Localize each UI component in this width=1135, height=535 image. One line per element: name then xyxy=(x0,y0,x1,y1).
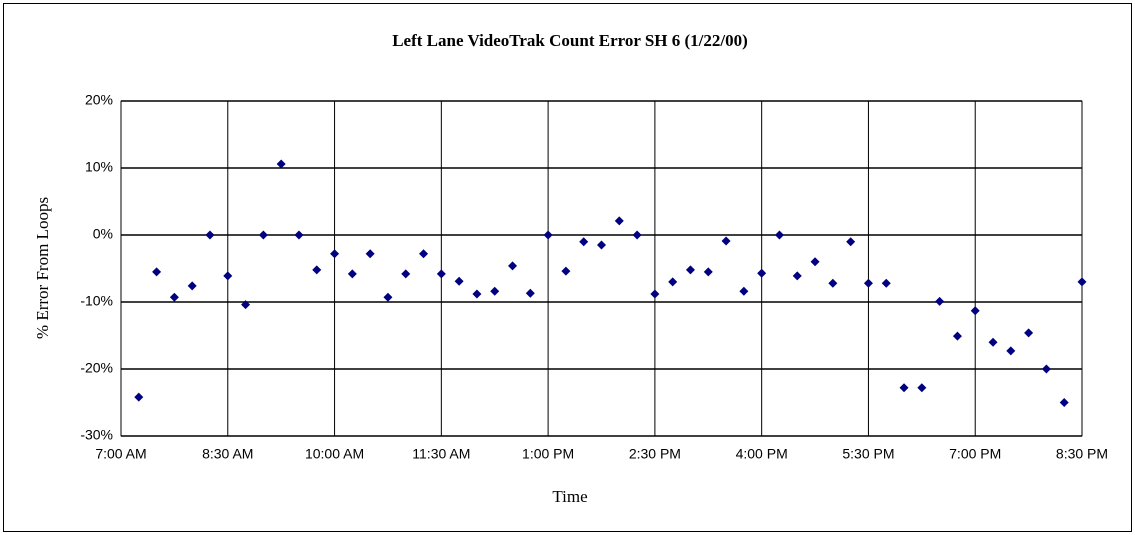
data-point xyxy=(419,249,429,259)
data-point xyxy=(490,286,500,296)
data-point xyxy=(454,276,464,286)
data-point xyxy=(703,267,713,277)
data-point xyxy=(1059,398,1069,407)
data-point xyxy=(472,289,482,299)
data-point xyxy=(365,249,375,259)
data-point xyxy=(383,292,393,302)
x-tick-label: 8:30 AM xyxy=(202,446,253,462)
data-point xyxy=(276,159,286,169)
data-point xyxy=(241,300,251,310)
data-point xyxy=(810,257,820,267)
data-point xyxy=(614,216,624,226)
data-point xyxy=(436,269,446,279)
y-tick-label: -30% xyxy=(80,427,113,443)
data-point xyxy=(508,261,518,271)
data-point xyxy=(294,230,304,240)
data-point xyxy=(792,271,802,281)
y-tick-label: -20% xyxy=(80,360,113,376)
x-tick-label: 10:00 AM xyxy=(305,446,364,462)
data-point xyxy=(668,277,678,287)
data-point xyxy=(1041,364,1051,374)
data-point xyxy=(935,296,945,306)
data-point xyxy=(828,278,838,288)
data-point xyxy=(685,265,695,275)
data-point xyxy=(632,230,642,240)
data-point xyxy=(330,249,340,259)
y-axis-label: % Error From Loops xyxy=(33,197,52,339)
x-tick-label: 5:30 PM xyxy=(842,446,894,462)
data-point xyxy=(169,292,179,302)
data-point xyxy=(134,392,144,402)
data-point xyxy=(650,289,660,299)
data-point xyxy=(774,230,784,240)
data-point xyxy=(721,236,731,246)
data-point xyxy=(543,230,553,240)
data-point xyxy=(187,281,197,291)
y-tick-label: 20% xyxy=(85,92,113,108)
data-point xyxy=(312,265,322,275)
data-point xyxy=(952,331,962,341)
x-tick-label: 2:30 PM xyxy=(629,446,681,462)
data-point xyxy=(258,230,268,240)
x-axis-label: Time xyxy=(552,487,587,506)
data-point xyxy=(561,266,571,276)
data-point xyxy=(846,237,856,247)
data-point xyxy=(1077,277,1087,287)
plot-area xyxy=(120,100,1083,437)
data-point xyxy=(1006,346,1016,356)
chart-title: Left Lane VideoTrak Count Error SH 6 (1/… xyxy=(392,31,748,50)
data-point xyxy=(347,269,357,279)
x-tick-label: 8:30 PM xyxy=(1056,446,1108,462)
y-tick-label: -10% xyxy=(80,293,113,309)
data-point xyxy=(223,271,233,281)
y-tick-label: 0% xyxy=(93,226,113,242)
data-point xyxy=(401,269,411,279)
data-point xyxy=(152,267,162,277)
data-point xyxy=(863,278,873,288)
data-point xyxy=(970,306,980,316)
x-tick-label: 11:30 AM xyxy=(412,446,470,462)
x-tick-label: 4:00 PM xyxy=(736,446,788,462)
x-tick-label: 7:00 PM xyxy=(949,446,1001,462)
data-point xyxy=(881,278,891,288)
data-point xyxy=(579,237,589,247)
data-point xyxy=(917,383,927,393)
data-point xyxy=(1024,328,1034,338)
data-point xyxy=(525,288,535,298)
data-point xyxy=(757,268,767,278)
y-tick-label: 10% xyxy=(85,159,113,175)
data-point xyxy=(597,240,606,250)
data-point xyxy=(205,230,215,240)
x-tick-label: 1:00 PM xyxy=(522,446,574,462)
data-point xyxy=(899,383,909,393)
data-point xyxy=(988,337,998,347)
x-tick-label: 7:00 AM xyxy=(95,446,146,462)
data-point xyxy=(739,286,749,296)
